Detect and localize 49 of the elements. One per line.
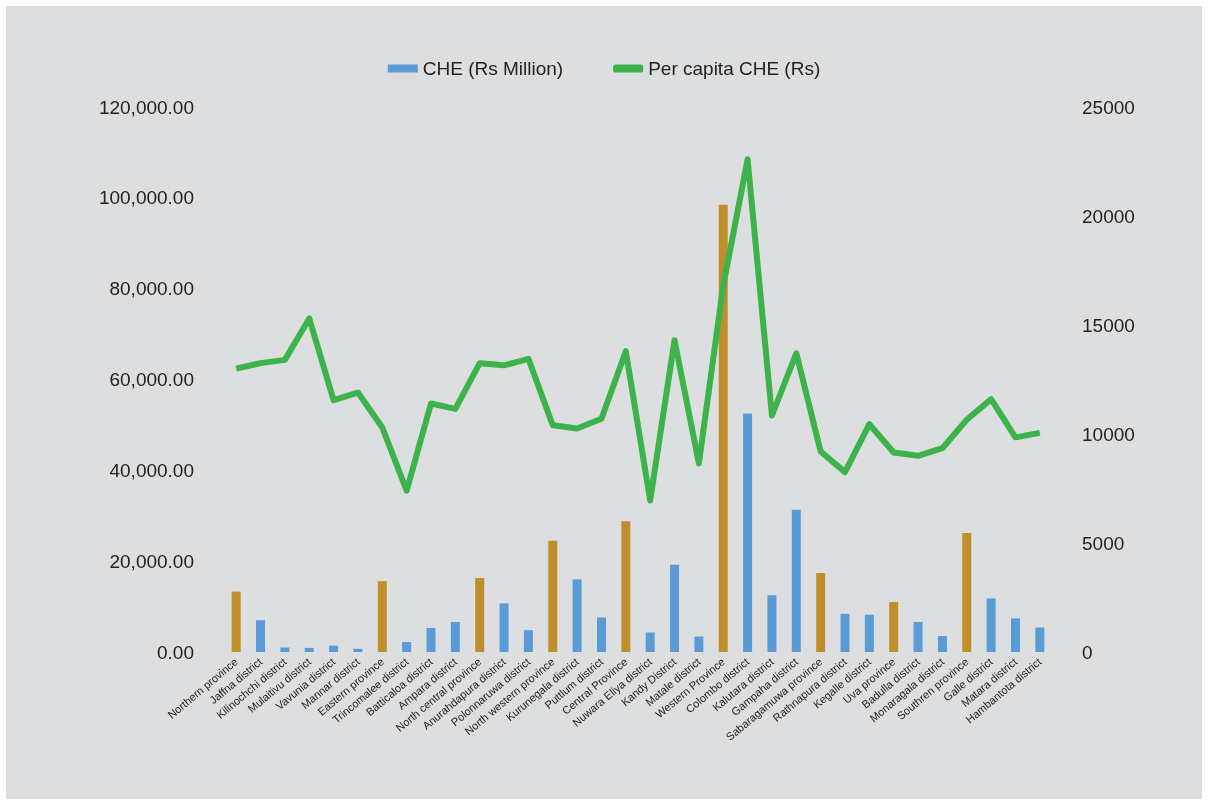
bar — [645, 632, 655, 652]
bar — [280, 647, 290, 652]
y2-tick-label: 20000 — [1082, 205, 1135, 227]
bar — [986, 598, 996, 652]
bar — [937, 636, 947, 652]
bar — [670, 564, 680, 652]
y2-tick-label: 15000 — [1082, 314, 1135, 336]
bar — [596, 617, 606, 652]
y-tick-label: 100,000.00 — [98, 187, 194, 209]
bar — [572, 579, 582, 652]
y-tick-label: 0.00 — [157, 641, 194, 663]
bar — [816, 572, 826, 652]
bar — [864, 614, 874, 652]
bar — [718, 204, 728, 652]
y2-tick-label: 5000 — [1082, 532, 1125, 554]
y-tick-label: 20,000.00 — [109, 550, 194, 572]
y-tick-label: 40,000.00 — [109, 459, 194, 481]
bar — [523, 630, 533, 652]
y-tick-label: 120,000.00 — [98, 96, 194, 118]
y2-tick-label: 10000 — [1082, 423, 1135, 445]
bar — [913, 622, 923, 652]
bar — [402, 642, 412, 652]
bar — [791, 509, 801, 652]
bar — [1010, 618, 1020, 652]
bar — [548, 540, 558, 652]
bar — [767, 595, 777, 652]
bar — [426, 627, 436, 652]
y2-tick-label: 25000 — [1082, 96, 1135, 118]
bar — [353, 648, 363, 652]
bar — [231, 591, 241, 652]
bar — [743, 413, 753, 652]
bar — [962, 533, 972, 652]
bar — [621, 521, 631, 652]
bar — [450, 622, 460, 652]
bar — [304, 647, 314, 652]
y-tick-label: 80,000.00 — [109, 278, 194, 300]
bar — [475, 577, 485, 652]
y-tick-label: 60,000.00 — [109, 369, 194, 390]
bar — [377, 581, 387, 652]
bar — [694, 636, 704, 652]
bar — [889, 602, 899, 652]
y2-tick-label: 0 — [1082, 641, 1093, 663]
bar — [329, 645, 339, 652]
legend-label: Per capita CHE (Rs) — [648, 58, 821, 79]
legend-label: CHE (Rs Million) — [422, 58, 564, 79]
bar — [256, 620, 266, 652]
bar — [499, 603, 509, 652]
bar — [840, 613, 850, 652]
bar — [1035, 627, 1045, 652]
